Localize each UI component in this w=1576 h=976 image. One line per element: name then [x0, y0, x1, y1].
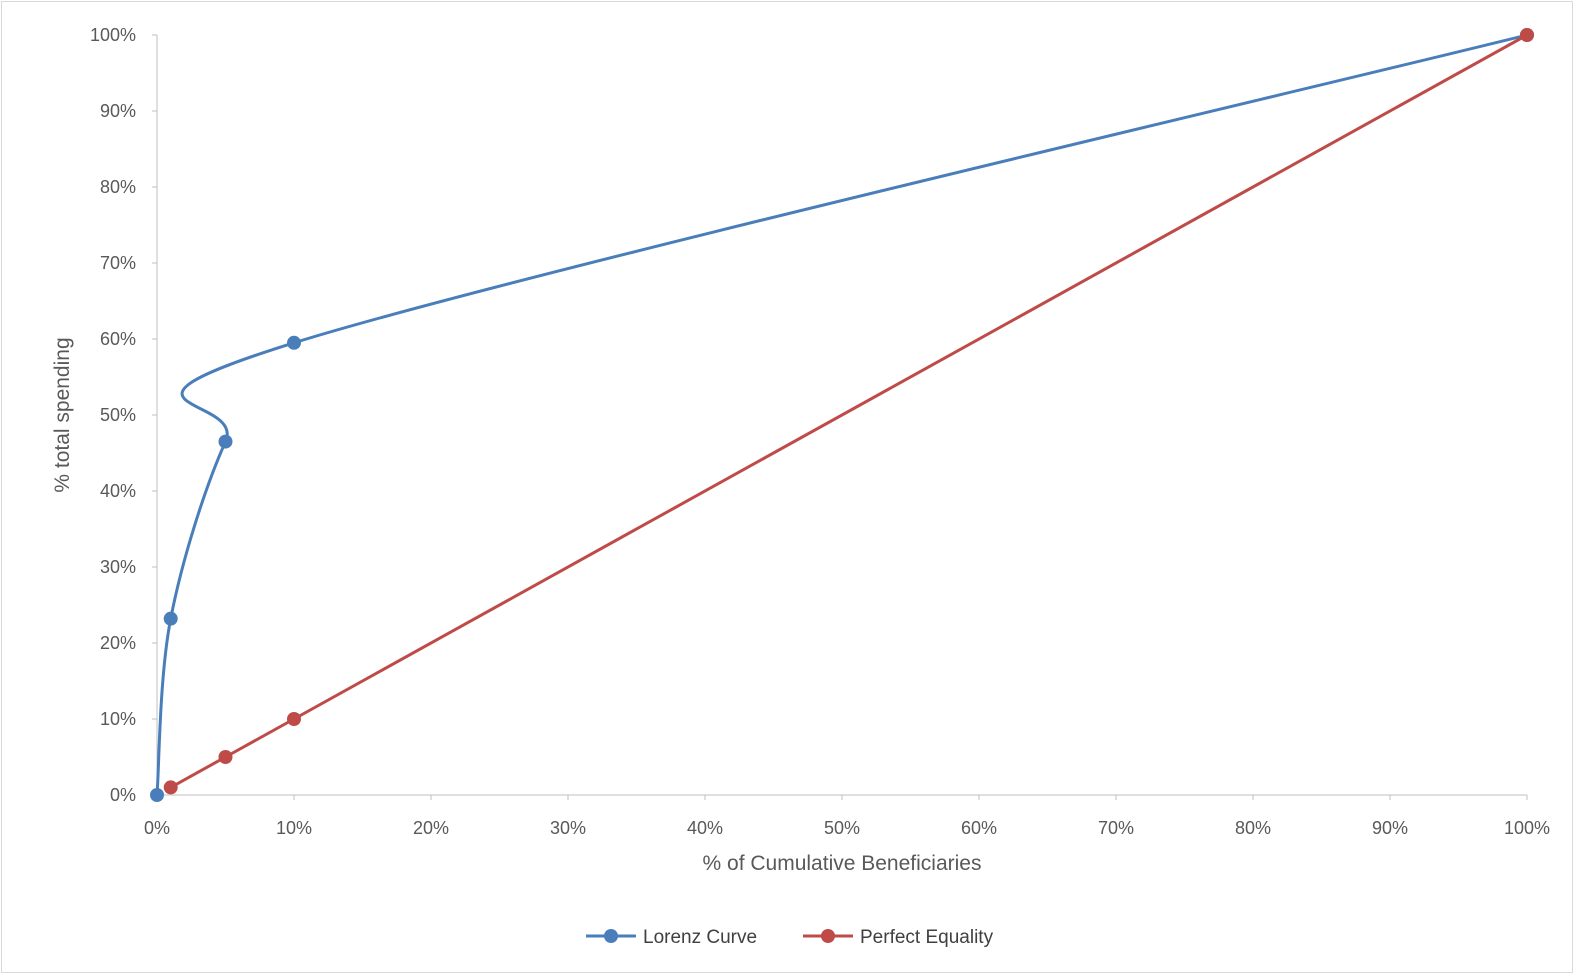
x-tick-labels: 0% 10% 20% 30% 40% 50% 60% 70% 80% 90% 100% — [144, 795, 1550, 838]
y-tick-labels: 0% 10% 20% 30% 40% 50% 60% 70% 80% 90% 100% — [90, 25, 157, 805]
x-tick-label: 90% — [1372, 818, 1408, 838]
x-tick-label: 80% — [1235, 818, 1271, 838]
x-tick-label: 70% — [1098, 818, 1134, 838]
data-point-perfect-equality — [287, 712, 301, 726]
y-tick-label: 30% — [100, 557, 136, 577]
y-tick-label: 80% — [100, 177, 136, 197]
data-point-perfect-equality — [1520, 28, 1534, 42]
y-axis-title: % total spending — [51, 337, 74, 492]
x-tick-label: 40% — [687, 818, 723, 838]
series-layer — [150, 28, 1534, 802]
legend-marker-lorenz — [604, 929, 618, 943]
legend-item-equality: Perfect Equality — [803, 927, 994, 948]
legend: Lorenz Curve Perfect Equality — [586, 927, 994, 948]
x-tick-label: 50% — [824, 818, 860, 838]
series-line-perfect-equality — [169, 33, 1529, 789]
y-tick-label: 90% — [100, 101, 136, 121]
legend-label-equality: Perfect Equality — [860, 927, 994, 948]
x-tick-label: 60% — [961, 818, 997, 838]
x-axis-title: % of Cumulative Beneficiaries — [703, 852, 982, 875]
legend-item-lorenz: Lorenz Curve — [586, 927, 757, 948]
y-tick-label: 0% — [110, 785, 136, 805]
data-point-lorenz-curve — [150, 788, 164, 802]
y-tick-label: 10% — [100, 709, 136, 729]
y-tick-label: 40% — [100, 481, 136, 501]
x-tick-label: 10% — [276, 818, 312, 838]
legend-label-lorenz: Lorenz Curve — [643, 927, 757, 948]
y-tick-label: 50% — [100, 405, 136, 425]
legend-marker-equality — [821, 929, 835, 943]
y-tick-label: 100% — [90, 25, 136, 45]
y-tick-label: 70% — [100, 253, 136, 273]
data-point-lorenz-curve — [163, 611, 178, 626]
data-point-lorenz-curve — [218, 434, 233, 449]
x-tick-label: 0% — [144, 818, 170, 838]
x-tick-label: 30% — [550, 818, 586, 838]
data-point-perfect-equality — [163, 780, 178, 795]
y-tick-label: 20% — [100, 633, 136, 653]
x-tick-label: 20% — [413, 818, 449, 838]
x-tick-label: 100% — [1504, 818, 1550, 838]
data-point-lorenz-curve — [287, 335, 301, 350]
y-tick-label: 60% — [100, 329, 136, 349]
data-point-perfect-equality — [218, 750, 233, 764]
